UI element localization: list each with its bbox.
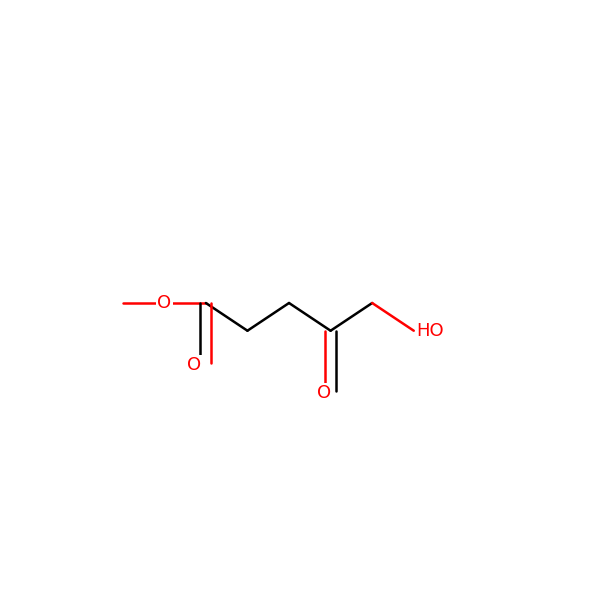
Text: O: O bbox=[187, 356, 202, 374]
Text: HO: HO bbox=[416, 322, 443, 340]
Text: O: O bbox=[157, 294, 172, 312]
Text: O: O bbox=[317, 384, 331, 402]
